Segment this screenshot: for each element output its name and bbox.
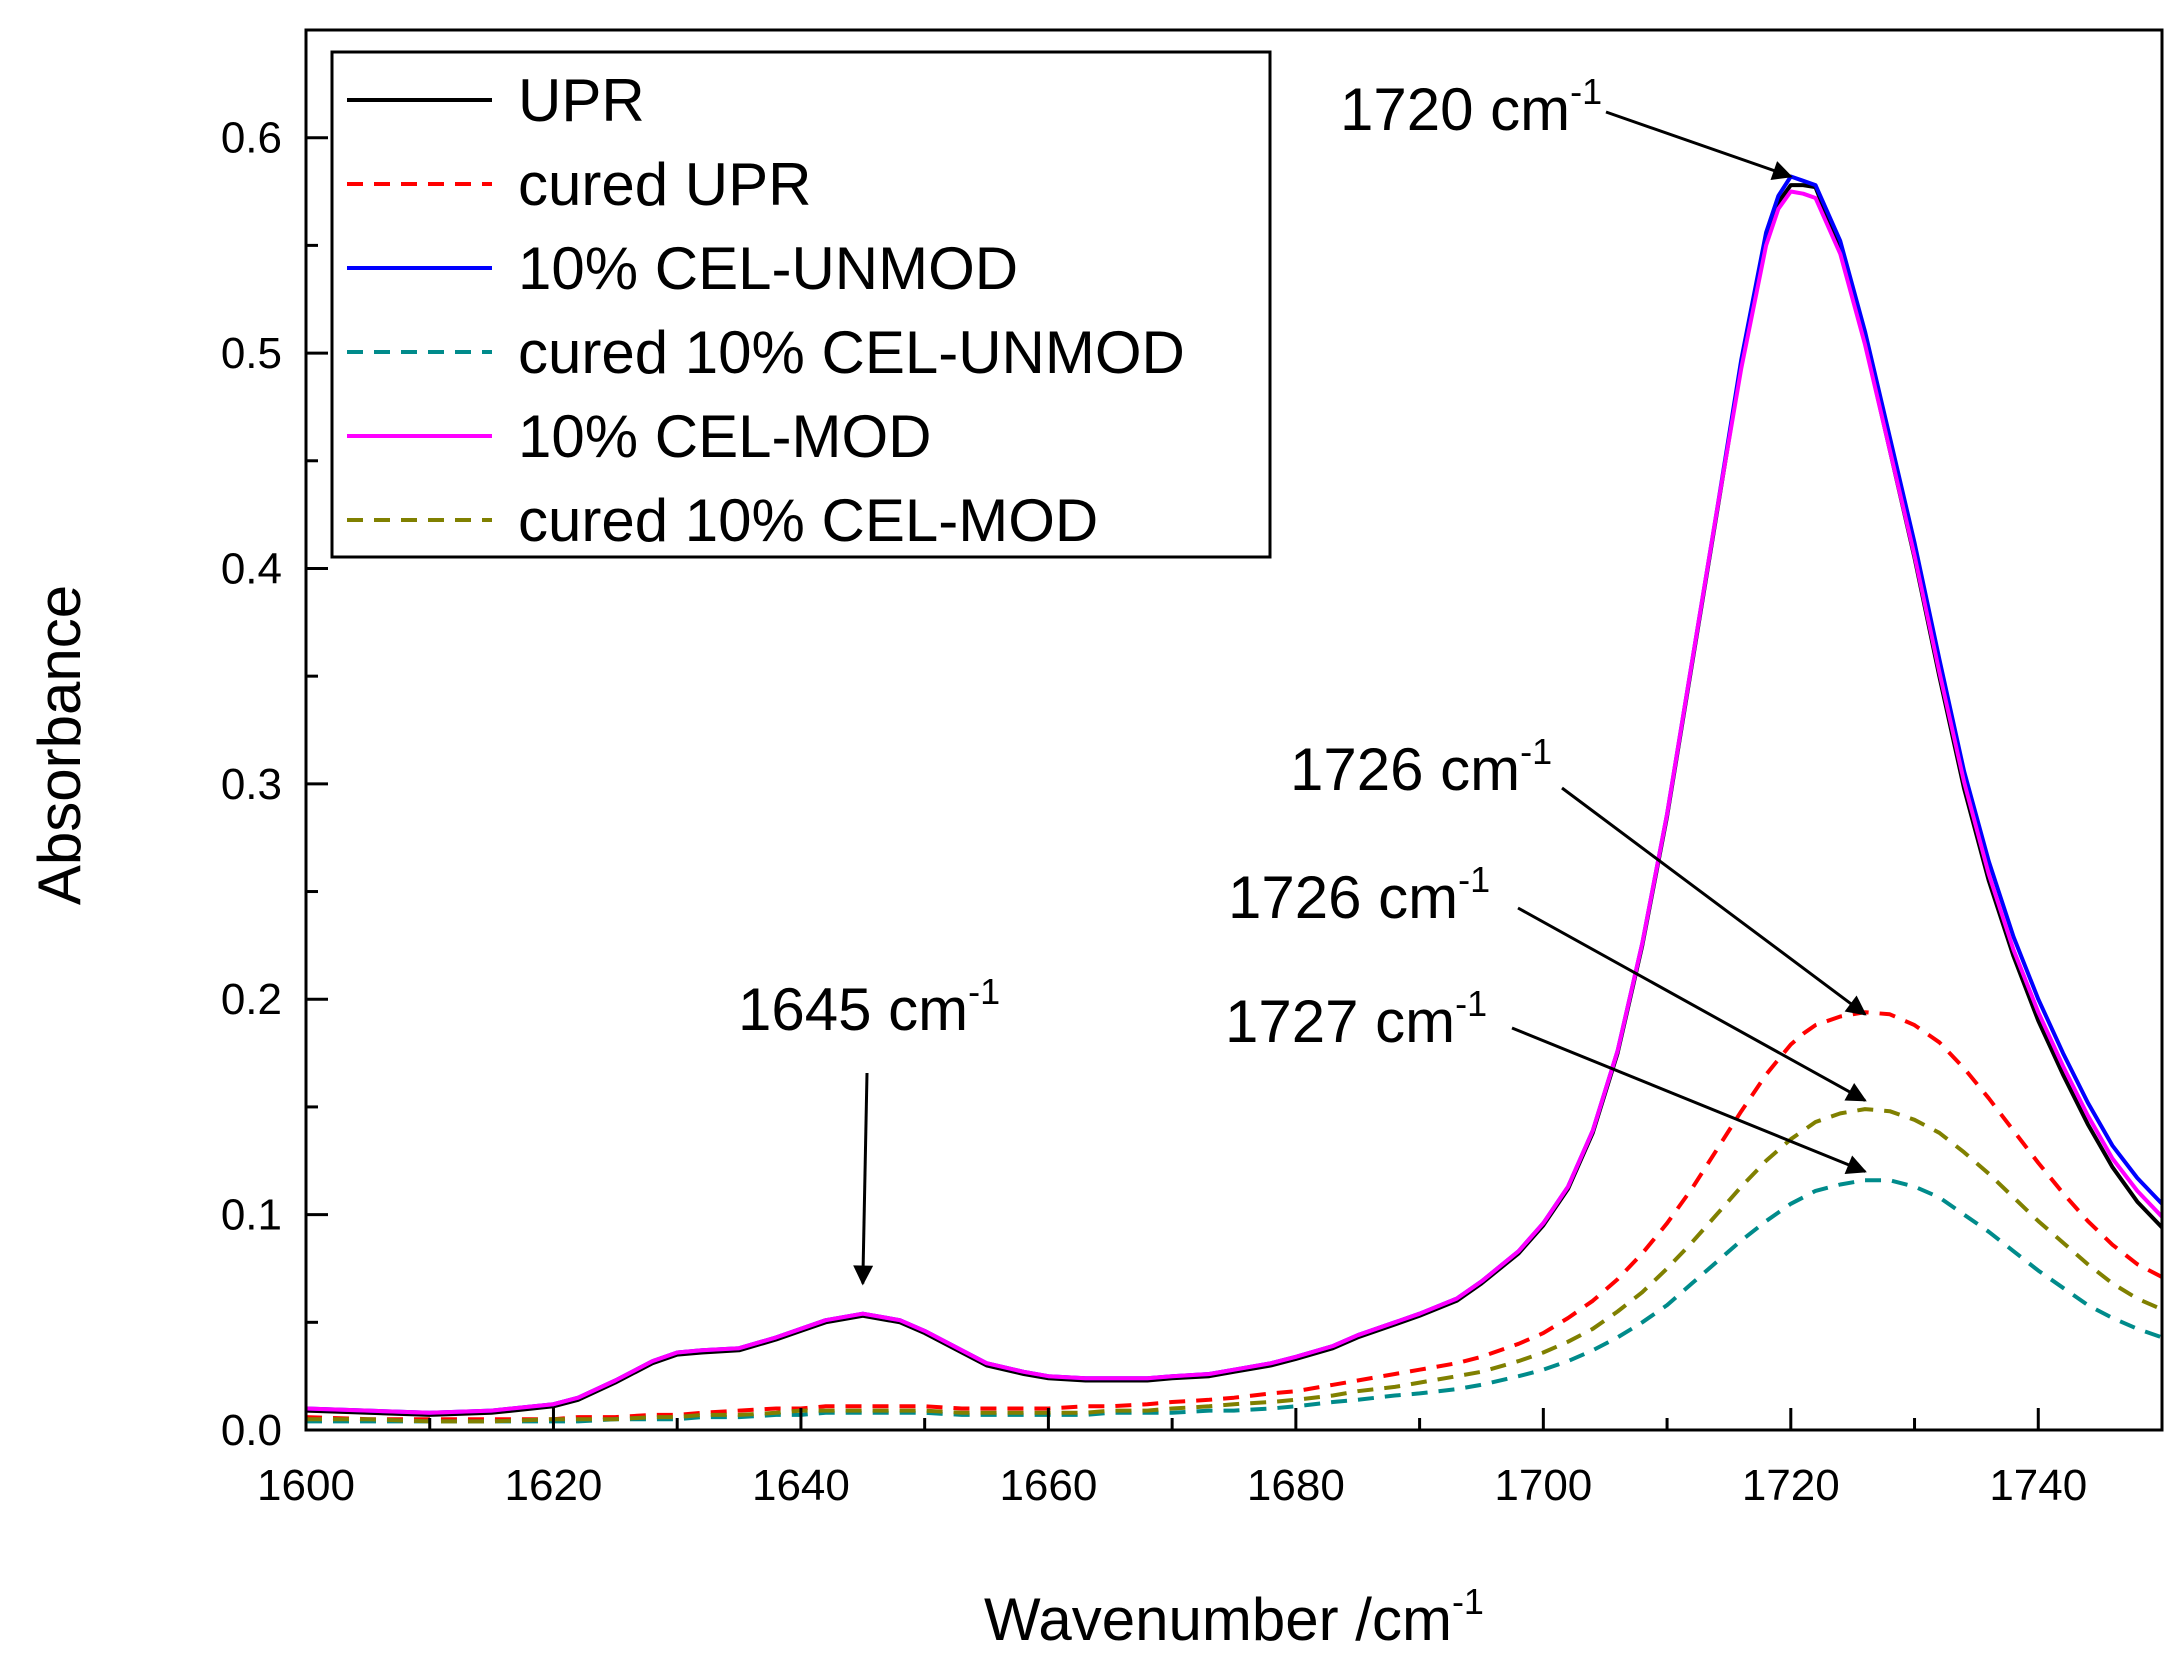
peak-annotation-sup: -1 [1455, 983, 1487, 1024]
plot-series [305, 174, 2164, 1424]
series-line-10pct-cel-mod [305, 189, 2164, 1415]
peak-annotation-sup: -1 [1520, 731, 1552, 772]
y-tick-label: 0.1 [221, 1191, 282, 1240]
peak-annotation-arrow [1605, 110, 1793, 180]
y-tick-label: 0.5 [221, 329, 282, 378]
peak-annotation-text: 1720 cm [1340, 76, 1570, 143]
peak-annotation-text: 1727 cm [1225, 988, 1455, 1055]
x-axis-title: Wavenumber /cm-1 [984, 1581, 1484, 1653]
peak-annotation-label: 1727 cm-1 [1225, 983, 1487, 1055]
x-axis-title-sup: -1 [1452, 1581, 1484, 1622]
peak-annotation-text: 1726 cm [1290, 736, 1520, 803]
peak-annotation-arrow [1517, 906, 1867, 1102]
legend-label: UPR [518, 67, 645, 134]
x-tick-label: 1680 [1247, 1461, 1345, 1510]
legend-box [330, 50, 1272, 559]
legend-label: cured 10% CEL-UNMOD [518, 319, 1185, 386]
x-tick-label: 1600 [257, 1461, 355, 1510]
peak-annotation-text: 1645 cm [738, 976, 968, 1043]
axes: 1600 1620 1640 1660 1680 1700 1720 1740 0.0 0.1 0.… [221, 114, 2087, 1510]
legend-label: cured 10% CEL-MOD [518, 487, 1098, 554]
x-tick-label: 1640 [752, 1461, 850, 1510]
peak-annotation-sup: -1 [1570, 71, 1602, 112]
peak-annotation-arrow [1511, 1026, 1867, 1175]
peak-annotation-label: 1726 cm-1 [1290, 731, 1552, 803]
peak-annotation-arrow [853, 1072, 874, 1286]
legend-label: 10% CEL-UNMOD [518, 235, 1018, 302]
peak-annotation-arrow [1561, 786, 1867, 1016]
x-axis-title-text: Wavenumber /cm [984, 1586, 1452, 1653]
peak-annotation-label: 1726 cm-1 [1228, 859, 1490, 931]
legend: UPR cured UPR 10% CEL-UNMOD cured 10% CEL-U… [330, 50, 1272, 559]
y-axis-title: Absorbance [26, 585, 93, 905]
series-line-cured-10pct-cel-mod [306, 1107, 2163, 1424]
series-line-cured-10pct-cel-unmod [306, 1178, 2163, 1424]
peak-annotation-label: 1645 cm-1 [738, 971, 1000, 1043]
peak-annotation-sup: -1 [968, 971, 1000, 1012]
peak-annotation-text: 1726 cm [1228, 864, 1458, 931]
x-tick-label: 1660 [999, 1461, 1097, 1510]
series-line-cured-upr [305, 1010, 2163, 1422]
y-tick-label: 0.2 [221, 975, 282, 1024]
x-tick-label: 1700 [1494, 1461, 1592, 1510]
x-tick-label: 1720 [1742, 1461, 1840, 1510]
peak-annotation-label: 1720 cm-1 [1340, 71, 1602, 143]
x-tick-label: 1620 [505, 1461, 603, 1510]
legend-label: cured UPR [518, 151, 811, 218]
y-tick-label: 0.6 [221, 114, 282, 163]
peak-annotation-sup: -1 [1458, 859, 1490, 900]
y-tick-label: 0.0 [221, 1406, 282, 1455]
plot-frame [304, 28, 2164, 1432]
legend-label: 10% CEL-MOD [518, 403, 931, 470]
y-tick-label: 0.4 [221, 544, 282, 593]
x-tick-label: 1740 [1989, 1461, 2087, 1510]
y-tick-label: 0.3 [221, 760, 282, 809]
